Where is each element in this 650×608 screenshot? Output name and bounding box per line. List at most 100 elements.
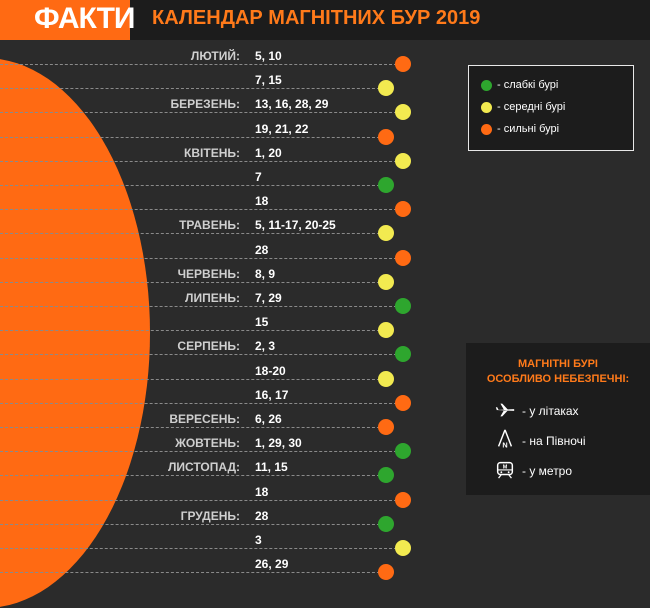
row-divider	[0, 112, 402, 114]
row-divider	[0, 378, 385, 380]
row-divider	[0, 499, 402, 501]
storm-dates: 1, 29, 30	[255, 436, 302, 451]
storm-dates: 5, 10	[255, 49, 282, 63]
storm-dates: 7, 29	[255, 291, 282, 305]
metro-letter: M	[503, 465, 508, 471]
legend-label: - середні бурі	[497, 101, 566, 113]
month-label: ЧЕРВЕНЬ:	[177, 266, 240, 281]
storm-weak-dot	[395, 443, 411, 460]
danger-item-north: - на Півночі	[522, 434, 586, 448]
legend-label: - слабкі бурі	[497, 79, 559, 91]
storm-dates: 11, 15	[255, 460, 288, 475]
danger-panel: МАГНІТНІ БУРІ ОСОБЛИВО НЕБЕЗПЕЧНІ: - у л…	[466, 343, 650, 495]
storm-medium-dot	[378, 322, 394, 339]
storm-strong-dot	[395, 201, 411, 218]
row-divider	[0, 160, 402, 162]
logo-text: ФАКТИ	[34, 2, 135, 35]
row-divider	[0, 185, 385, 186]
header: ФАКТИ КАЛЕНДАР МАГНІТНИХ БУР 2019	[0, 0, 650, 40]
row-divider	[0, 354, 402, 356]
month-label: БЕРЕЗЕНЬ:	[170, 97, 240, 112]
storm-strong-dot	[395, 394, 411, 411]
weak-dot-icon	[481, 80, 492, 91]
month-label: СЕРПЕНЬ:	[177, 339, 240, 354]
row-divider	[0, 451, 402, 453]
month-label: ЛЮТИЙ:	[190, 49, 240, 63]
storm-dates: 13, 16, 28, 29	[255, 97, 329, 112]
storm-strong-dot	[395, 249, 411, 266]
storm-dates: 28	[255, 508, 269, 523]
storm-strong-dot	[395, 491, 411, 508]
storm-medium-dot	[378, 225, 394, 242]
storm-medium-dot	[395, 104, 411, 121]
month-label: КВІТЕНЬ:	[184, 145, 240, 160]
storm-dates: 3	[255, 533, 262, 547]
strong-dot-icon	[481, 124, 492, 135]
legend: - слабкі бурі - середні бурі - сильні бу…	[468, 65, 634, 151]
storm-medium-dot	[378, 370, 394, 387]
row-divider	[0, 330, 385, 332]
storm-dates: 1, 20	[255, 145, 282, 160]
legend-item-strong: - сильні бурі	[481, 123, 560, 135]
medium-dot-icon	[481, 102, 492, 113]
month-label: ЛИСТОПАД:	[167, 460, 240, 475]
storm-strong-dot	[395, 56, 411, 72]
storm-dates: 18-20	[255, 363, 286, 378]
metro-train-icon: M	[496, 461, 514, 479]
storm-dates: 18	[255, 484, 269, 499]
compass-north-icon: N	[497, 429, 513, 449]
storm-dates: 7, 15	[255, 73, 282, 88]
storm-dates: 28	[255, 242, 269, 257]
storm-dates: 15	[255, 315, 269, 330]
month-label: ЖОВТЕНЬ:	[175, 436, 240, 451]
row-divider	[0, 572, 385, 574]
compass-letter: N	[502, 440, 507, 449]
danger-item-metro: - у метро	[522, 464, 573, 478]
page-title: КАЛЕНДАР МАГНІТНИХ БУР 2019	[152, 7, 481, 29]
storm-weak-dot	[395, 346, 411, 363]
legend-item-medium: - середні бурі	[481, 101, 566, 113]
storm-medium-dot	[378, 80, 394, 97]
storm-dates: 7	[255, 170, 262, 184]
storm-medium-dot	[395, 152, 411, 169]
row-divider	[0, 64, 402, 65]
storm-dates: 2, 3	[255, 339, 276, 354]
storm-medium-dot	[378, 273, 394, 290]
storm-strong-dot	[378, 419, 394, 435]
row-divider	[0, 257, 402, 259]
storm-weak-dot	[378, 177, 394, 193]
danger-item-planes: - у літаках	[522, 404, 579, 418]
row-divider	[0, 281, 385, 283]
row-divider	[0, 136, 385, 138]
legend-item-weak: - слабкі бурі	[481, 79, 559, 91]
month-label: ТРАВЕНЬ:	[179, 218, 240, 233]
row-divider	[0, 402, 402, 404]
row-divider	[0, 548, 402, 549]
storm-strong-dot	[378, 564, 394, 581]
storm-dates: 5, 11-17, 20-25	[255, 218, 336, 233]
danger-title-line2: ОСОБЛИВО НЕБЕЗПЕЧНІ:	[486, 373, 630, 385]
storm-dates: 18	[255, 194, 269, 209]
storm-weak-dot	[378, 515, 394, 532]
row-divider	[0, 209, 402, 211]
storm-weak-dot	[378, 467, 394, 484]
sun-shape	[0, 58, 150, 608]
logo: ФАКТИ	[0, 0, 135, 40]
storm-dates: 6, 26	[255, 412, 282, 426]
storm-dates: 16, 17	[255, 387, 289, 402]
storm-dates: 8, 9	[255, 266, 276, 281]
row-divider	[0, 88, 385, 90]
month-label: ВЕРЕСЕНЬ:	[169, 412, 240, 426]
month-label: ГРУДЕНЬ:	[180, 508, 240, 523]
storm-medium-dot	[395, 540, 411, 556]
storm-strong-dot	[378, 128, 394, 145]
row-divider	[0, 306, 402, 307]
storm-dates: 26, 29	[255, 557, 289, 572]
row-divider	[0, 523, 385, 525]
airplane-icon	[495, 403, 515, 417]
row-divider	[0, 475, 385, 477]
legend-label: - сильні бурі	[497, 123, 560, 135]
danger-title-line1: МАГНІТНІ БУРІ	[518, 358, 598, 370]
storm-dates: 19, 21, 22	[255, 121, 309, 136]
